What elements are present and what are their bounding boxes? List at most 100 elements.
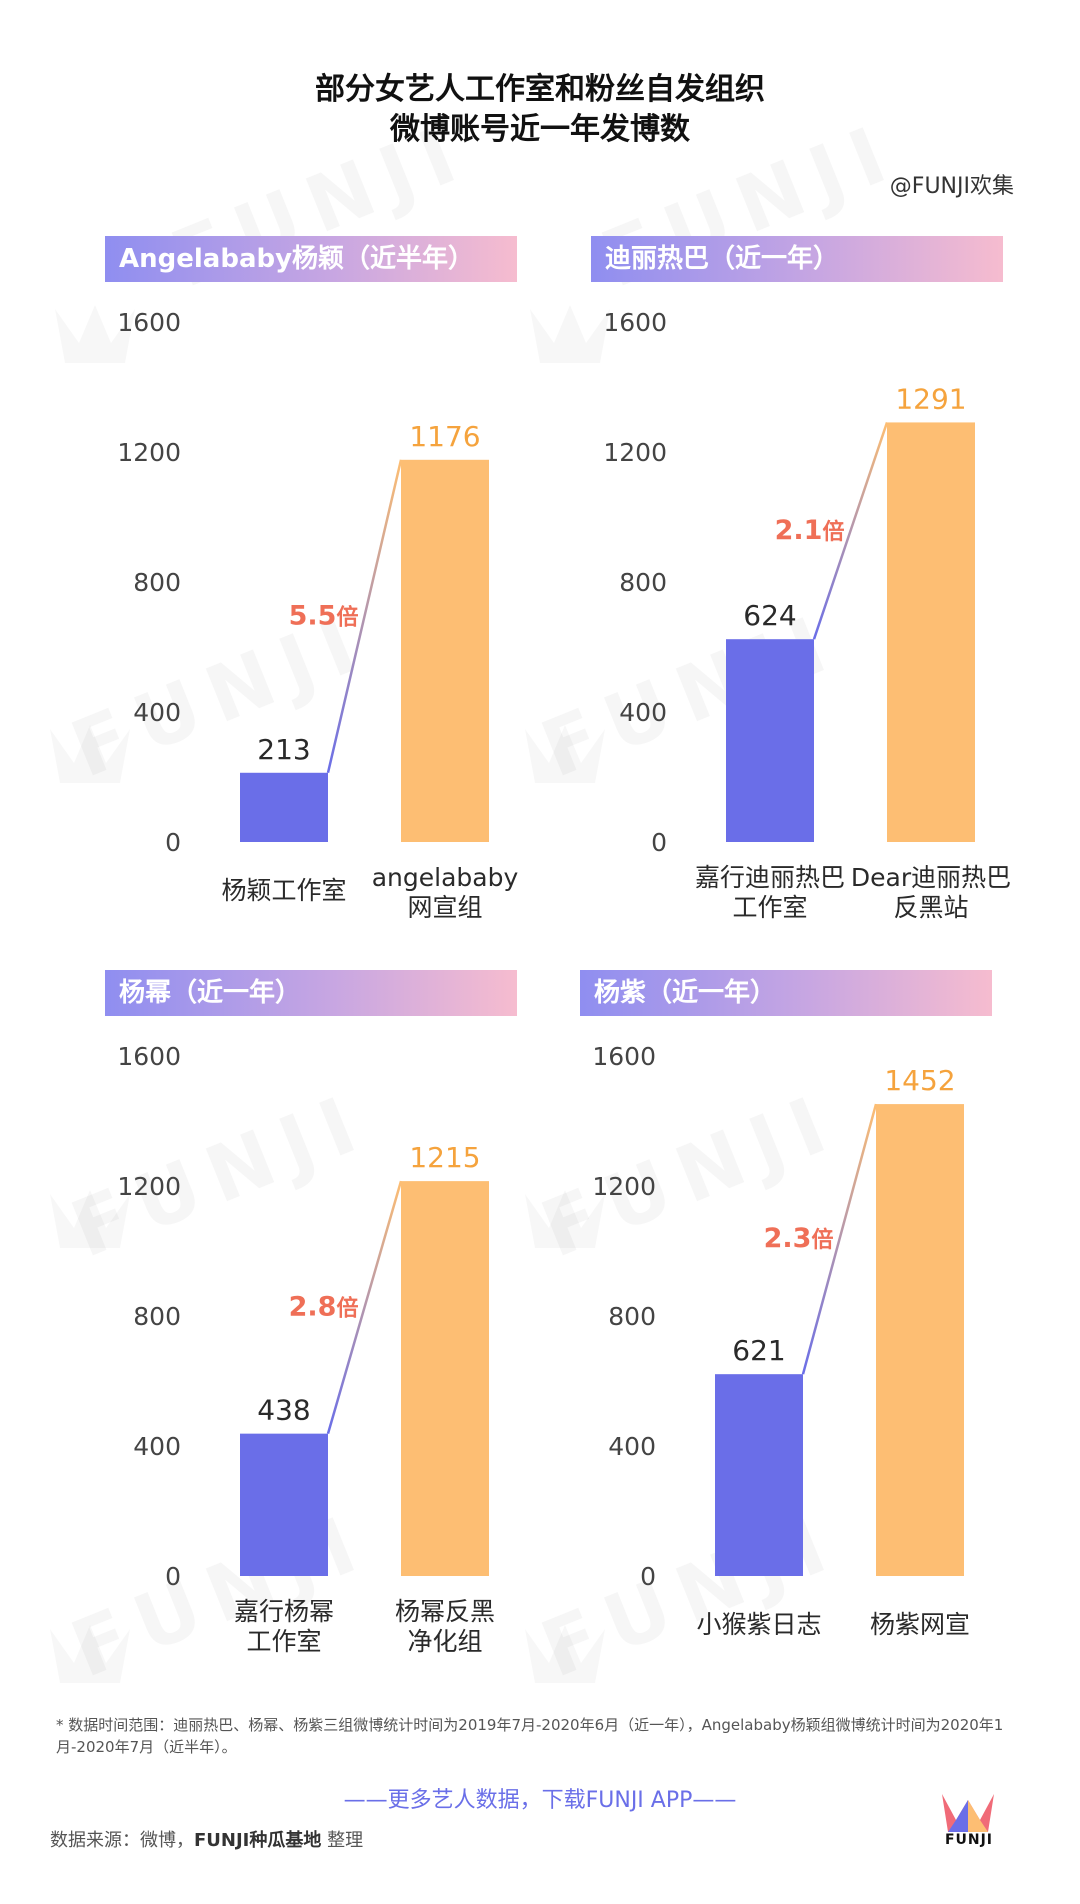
- y-axis-ticks: 0 400 800 1200 1600: [117, 1042, 181, 1591]
- ratio-unit: 倍: [336, 1295, 358, 1321]
- y-tick-label: 1200: [592, 1172, 656, 1201]
- bar-value-label: 624: [743, 599, 796, 632]
- chart-panel-angelababy: Angelababy杨颖（近半年） 0 400 800 1200 1600 213 杨颖工作…: [105, 236, 525, 936]
- y-tick-label: 800: [133, 1302, 181, 1331]
- download-cta: ——更多艺人数据，下载FUNJI APP——: [343, 1788, 737, 1813]
- x-category-line: 杨紫网宣: [870, 1610, 970, 1639]
- panel-title: Angelababy杨颖（近半年）: [105, 236, 517, 282]
- bar-value-label: 213: [257, 733, 310, 766]
- bar-studio: [726, 639, 814, 842]
- x-category-label: angelababy 网宣组: [372, 863, 519, 922]
- bar-value-label: 1215: [409, 1141, 480, 1174]
- title-line-1: 部分女艺人工作室和粉丝自发组织: [315, 72, 765, 107]
- chart-panel-yangzi: 杨紫（近一年） 0 400 800 1200 1600 621 小猴紫日志 1452 杨紫网宣 2…: [580, 970, 1000, 1670]
- y-tick-label: 1600: [603, 308, 667, 337]
- x-category-label: 杨幂反黑净化组: [395, 1597, 495, 1656]
- y-tick-label: 800: [608, 1302, 656, 1331]
- source-suffix: 整理: [321, 1830, 364, 1851]
- source-org: FUNJI种瓜基地: [194, 1830, 322, 1851]
- bar-studio: [715, 1374, 803, 1576]
- bar-value-label: 621: [732, 1334, 785, 1367]
- ratio-value: 2.3: [764, 1223, 812, 1254]
- bar-chart: 0 400 800 1200 1600 438 嘉行杨幂工作室 1215 杨幂反黑净化组 2.8倍: [117, 1042, 495, 1656]
- footnote: * 数据时间范围：迪丽热巴、杨幂、杨紫三组微博统计时间为2019年7月-2020…: [56, 1716, 1004, 1756]
- bar-value-label: 1452: [884, 1064, 955, 1097]
- y-tick-label: 400: [133, 698, 181, 727]
- logo-text: FUNJI: [944, 1832, 994, 1848]
- bar-value-label: 438: [257, 1394, 310, 1427]
- y-tick-label: 400: [133, 1432, 181, 1461]
- ratio-connector-line: [801, 1103, 878, 1375]
- data-source: 数据来源：微博，FUNJI种瓜基地 整理: [50, 1826, 363, 1852]
- y-tick-label: 800: [133, 568, 181, 597]
- y-axis-ticks: 0 400 800 1200 1600: [117, 308, 181, 857]
- panel-title: 杨紫（近一年）: [580, 970, 992, 1016]
- y-tick-label: 0: [165, 1562, 181, 1591]
- bar-fan-group: [401, 1181, 489, 1576]
- panel-title: 迪丽热巴（近一年）: [591, 236, 1003, 282]
- ratio-label: 5.5倍: [289, 600, 359, 631]
- x-category-line: 小猴紫日志: [696, 1610, 821, 1639]
- y-tick-label: 400: [608, 1432, 656, 1461]
- bar-fan-group: [401, 459, 489, 842]
- x-category-line: 杨幂反黑: [395, 1597, 495, 1626]
- bar-studio: [240, 772, 328, 842]
- x-category-line: 嘉行迪丽热巴: [695, 863, 845, 892]
- bar-value-label: 1176: [409, 420, 480, 453]
- y-tick-label: 0: [651, 828, 667, 857]
- ratio-value: 2.8: [289, 1291, 337, 1322]
- ratio-unit: 倍: [811, 1227, 833, 1253]
- x-category-label: 嘉行迪丽热巴工作室: [695, 863, 845, 922]
- bar-fan-group: [876, 1104, 964, 1576]
- chart-panel-dilireba: 迪丽热巴（近一年） 0 400 800 1200 1600 624 嘉行迪丽热巴工作室 129…: [591, 236, 1011, 936]
- x-category-label: 嘉行杨幂工作室: [234, 1597, 334, 1656]
- y-tick-label: 0: [640, 1562, 656, 1591]
- x-category-line: Dear迪丽热巴: [851, 863, 1011, 892]
- y-tick-label: 400: [619, 698, 667, 727]
- ratio-label: 2.8倍: [289, 1291, 359, 1322]
- title-line-2: 微博账号近一年发博数: [390, 112, 690, 147]
- x-category-label: 杨颖工作室: [221, 876, 346, 905]
- x-category-line: 网宣组: [407, 893, 482, 922]
- y-axis-ticks: 0 400 800 1200 1600: [592, 1042, 656, 1591]
- brand-handle: @FUNJI欢集: [889, 174, 1014, 199]
- y-tick-label: 1200: [117, 438, 181, 467]
- y-tick-label: 1600: [592, 1042, 656, 1071]
- y-tick-label: 1600: [117, 308, 181, 337]
- page-title: 部分女艺人工作室和粉丝自发组织 微博账号近一年发博数: [0, 70, 1080, 150]
- source-prefix: 数据来源：微博，: [50, 1830, 194, 1851]
- ratio-unit: 倍: [336, 604, 358, 630]
- y-tick-label: 1200: [603, 438, 667, 467]
- y-tick-label: 1200: [117, 1172, 181, 1201]
- bar-chart: 0 400 800 1200 1600 213 杨颖工作室 1176 angelababy 网宣组…: [117, 308, 519, 922]
- x-category-line: 嘉行杨幂: [234, 1597, 334, 1626]
- ratio-unit: 倍: [822, 519, 844, 545]
- panel-title: 杨幂（近一年）: [105, 970, 517, 1016]
- bar-chart: 0 400 800 1200 1600 621 小猴紫日志 1452 杨紫网宣 2.3倍: [592, 1042, 970, 1639]
- x-category-line: angelababy: [372, 863, 519, 892]
- y-tick-label: 0: [165, 828, 181, 857]
- ratio-connector-line: [812, 422, 889, 640]
- bar-fan-group: [887, 422, 975, 842]
- x-category-label: 小猴紫日志: [696, 1610, 821, 1639]
- x-category-label: Dear迪丽热巴反黑站: [851, 863, 1011, 922]
- bar-chart: 0 400 800 1200 1600 624 嘉行迪丽热巴工作室 1291 Dear迪丽热巴反…: [603, 308, 1011, 922]
- x-category-line: 反黑站: [893, 893, 968, 922]
- ratio-label: 2.1倍: [775, 515, 845, 546]
- x-category-line: 工作室: [732, 893, 807, 922]
- y-axis-ticks: 0 400 800 1200 1600: [603, 308, 667, 857]
- x-category-line: 净化组: [407, 1627, 482, 1656]
- ratio-value: 5.5: [289, 600, 337, 631]
- ratio-label: 2.3倍: [764, 1223, 834, 1254]
- chart-panel-yangmi: 杨幂（近一年） 0 400 800 1200 1600 438 嘉行杨幂工作室 1215 杨幂反…: [105, 970, 525, 1670]
- x-category-line: 工作室: [246, 1627, 321, 1656]
- ratio-connector-line: [326, 1180, 403, 1434]
- funji-logo-icon: [942, 1794, 994, 1832]
- x-category-line: 杨颖工作室: [221, 876, 346, 905]
- bar-value-label: 1291: [895, 382, 966, 415]
- y-tick-label: 1600: [117, 1042, 181, 1071]
- ratio-value: 2.1: [775, 515, 823, 546]
- ratio-connector-line: [326, 459, 403, 774]
- x-category-label: 杨紫网宣: [870, 1610, 970, 1639]
- y-tick-label: 800: [619, 568, 667, 597]
